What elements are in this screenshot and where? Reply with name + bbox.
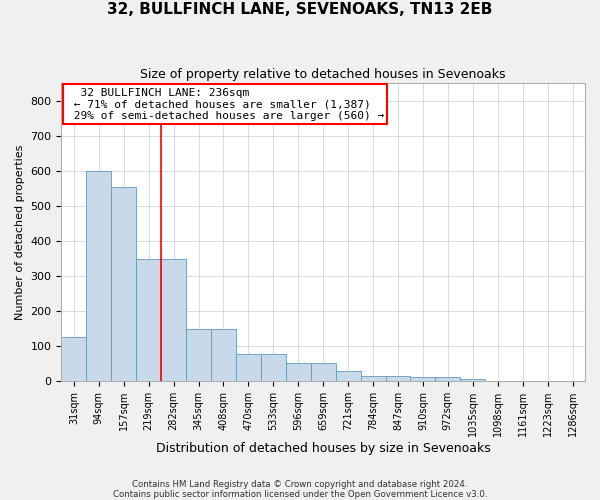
Text: Contains HM Land Registry data © Crown copyright and database right 2024.
Contai: Contains HM Land Registry data © Crown c… bbox=[113, 480, 487, 499]
Bar bbox=[61, 338, 86, 381]
Bar bbox=[211, 330, 236, 381]
Bar bbox=[361, 376, 386, 381]
Bar bbox=[436, 377, 460, 381]
Bar bbox=[386, 376, 410, 381]
Bar bbox=[186, 330, 211, 381]
Bar bbox=[111, 186, 136, 381]
Title: Size of property relative to detached houses in Sevenoaks: Size of property relative to detached ho… bbox=[140, 68, 506, 80]
Text: 32, BULLFINCH LANE, SEVENOAKS, TN13 2EB: 32, BULLFINCH LANE, SEVENOAKS, TN13 2EB bbox=[107, 2, 493, 18]
X-axis label: Distribution of detached houses by size in Sevenoaks: Distribution of detached houses by size … bbox=[156, 442, 491, 455]
Text: 32 BULLFINCH LANE: 236sqm  
 ← 71% of detached houses are smaller (1,387)
 29% o: 32 BULLFINCH LANE: 236sqm ← 71% of detac… bbox=[67, 88, 384, 120]
Bar bbox=[136, 259, 161, 381]
Bar bbox=[236, 354, 261, 381]
Bar bbox=[286, 363, 311, 381]
Bar bbox=[311, 363, 335, 381]
Y-axis label: Number of detached properties: Number of detached properties bbox=[15, 144, 25, 320]
Bar bbox=[86, 171, 111, 381]
Bar bbox=[460, 380, 485, 381]
Bar bbox=[261, 354, 286, 381]
Bar bbox=[335, 370, 361, 381]
Bar bbox=[161, 259, 186, 381]
Bar bbox=[410, 377, 436, 381]
